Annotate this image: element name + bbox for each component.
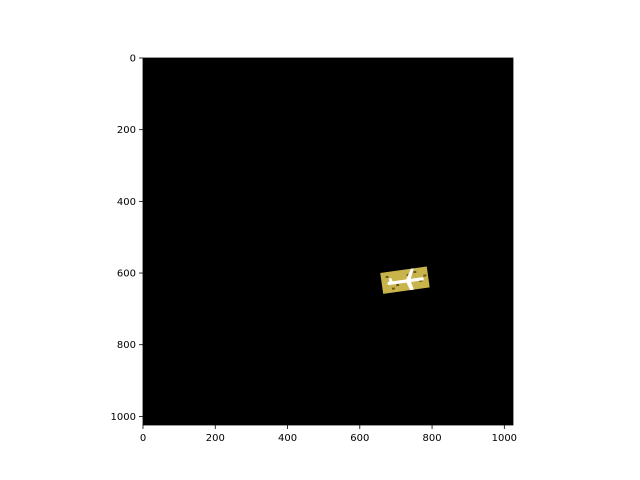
airplane-tail (389, 278, 394, 284)
x-tick-label: 400 (278, 433, 297, 444)
patch-texture (385, 275, 389, 279)
y-tick-label: 600 (117, 269, 136, 280)
patch-texture (413, 270, 417, 274)
image-background (143, 58, 513, 425)
image-patch (380, 266, 430, 294)
plot-area (142, 57, 514, 426)
x-axis: 0 200 400 600 800 1000 (140, 425, 517, 444)
y-tick-label: 800 (117, 340, 136, 351)
x-tick-label: 600 (350, 433, 369, 444)
patch-texture (396, 283, 400, 287)
patch-texture (391, 287, 396, 290)
airplane-wing-lower (406, 281, 414, 291)
airplane-wing-upper (405, 268, 414, 281)
y-axis: 0 200 400 600 800 1000 (111, 54, 143, 423)
axes-frame (142, 57, 514, 426)
x-tick-label: 0 (140, 433, 146, 444)
y-tick-label: 1000 (111, 412, 136, 423)
x-tick-label: 800 (423, 433, 442, 444)
x-tick-label: 200 (206, 433, 225, 444)
x-tick-label: 1000 (492, 433, 517, 444)
patch-texture (423, 274, 427, 277)
airplane-fuselage (387, 277, 424, 286)
y-tick-label: 200 (117, 125, 136, 136)
y-tick-label: 400 (117, 197, 136, 208)
y-tick-label: 0 (130, 54, 136, 65)
